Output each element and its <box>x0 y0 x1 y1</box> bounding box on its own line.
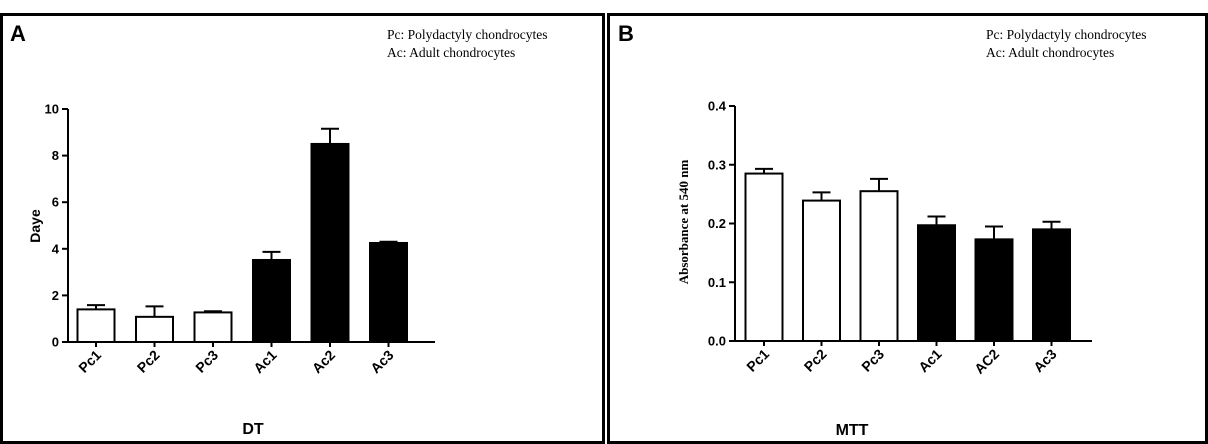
panel-b-bar-ac2 <box>974 238 1014 342</box>
panel-a-bar-pc1 <box>76 308 116 344</box>
panel-b-x-axis-label: MTT <box>836 422 869 439</box>
panel-b-bar-pc2 <box>802 199 841 342</box>
panel-a-bar-ac2 <box>310 142 350 343</box>
panel-b-y-tick-label: 0.3 <box>708 157 726 172</box>
panel-b-legend-line-1: Pc: Polydactyly chondrocytes <box>986 27 1146 42</box>
panel-a-category-label: Pc2 <box>134 347 163 376</box>
panel-a-category-label: Ac3 <box>367 347 397 377</box>
panel-b-y-tick-label: 0.1 <box>708 275 726 290</box>
panel-b-category-label: Pc3 <box>858 346 887 375</box>
panel-a-category-label: Ac1 <box>250 347 280 377</box>
panel-b-category-label: Pc1 <box>743 346 772 375</box>
panel-a-y-tick-label: 0 <box>52 335 59 350</box>
panel-a-y-axis-label: Daye <box>27 209 43 243</box>
panel-a-bar-pc2 <box>135 315 174 343</box>
panel-a-bar-ac1 <box>252 258 291 344</box>
panel-a-y-tick-label: 4 <box>52 241 60 256</box>
panel-b-bar-pc3 <box>859 190 899 342</box>
panel-a-category-label: Ac2 <box>309 347 339 377</box>
panel-a-plot: 0 2 4 6 8 10 Pc1 Pc2 Pc3 Ac1 Ac2 Ac3 <box>45 102 435 377</box>
panel-a-letter: A <box>10 21 26 46</box>
panel-b-y-tick-label: 0.4 <box>708 99 727 114</box>
panel-b-y-axis-label: Absorbance at 540 nm <box>676 160 691 285</box>
panel-b-category-label: Ac3 <box>1030 346 1060 376</box>
panel-a-legend-line-2: Ac: Adult chondrocytes <box>387 45 515 60</box>
panel-a-bar-pc3 <box>193 311 233 343</box>
panel-a-y-tick-label: 2 <box>52 288 59 303</box>
panel-b: B Pc: Polydactyly chondrocytes Ac: Adult… <box>607 13 1208 444</box>
panel-b-bar-ac3 <box>1032 228 1071 342</box>
panel-a-y-tick-label: 10 <box>45 102 59 117</box>
panel-a-frame <box>0 13 605 444</box>
panel-a-y-tick-label: 6 <box>52 195 59 210</box>
panel-a-category-label: Pc3 <box>192 347 221 376</box>
panel-b-y-tick-label: 0.0 <box>708 334 726 349</box>
panel-b-category-label: Ac1 <box>915 346 945 376</box>
panel-b-bar-pc1 <box>744 172 784 342</box>
panel-b-letter: B <box>618 21 634 46</box>
panel-b-y-tick-label: 0.2 <box>708 216 726 231</box>
panel-a: A Pc: Polydactyly chondrocytes Ac: Adult… <box>0 13 605 444</box>
panel-a-category-label: Pc1 <box>75 347 104 376</box>
panel-b-category-label: Pc2 <box>801 346 830 375</box>
panel-b-bar-ac1 <box>917 224 956 342</box>
panel-b-legend-line-2: Ac: Adult chondrocytes <box>986 45 1114 60</box>
panel-a-x-axis-label: DT <box>242 421 264 438</box>
panel-a-y-tick-label: 8 <box>52 148 59 163</box>
panel-b-category-label: AC2 <box>971 346 1002 377</box>
panel-a-bar-ac3 <box>369 241 408 344</box>
panel-a-legend-line-1: Pc: Polydactyly chondrocytes <box>387 27 547 42</box>
panel-b-plot: 0.0 0.1 0.2 0.3 0.4 Pc1 Pc2 Pc3 Ac1 AC2 Ac3 <box>708 99 1092 377</box>
panel-b-frame <box>607 13 1208 444</box>
